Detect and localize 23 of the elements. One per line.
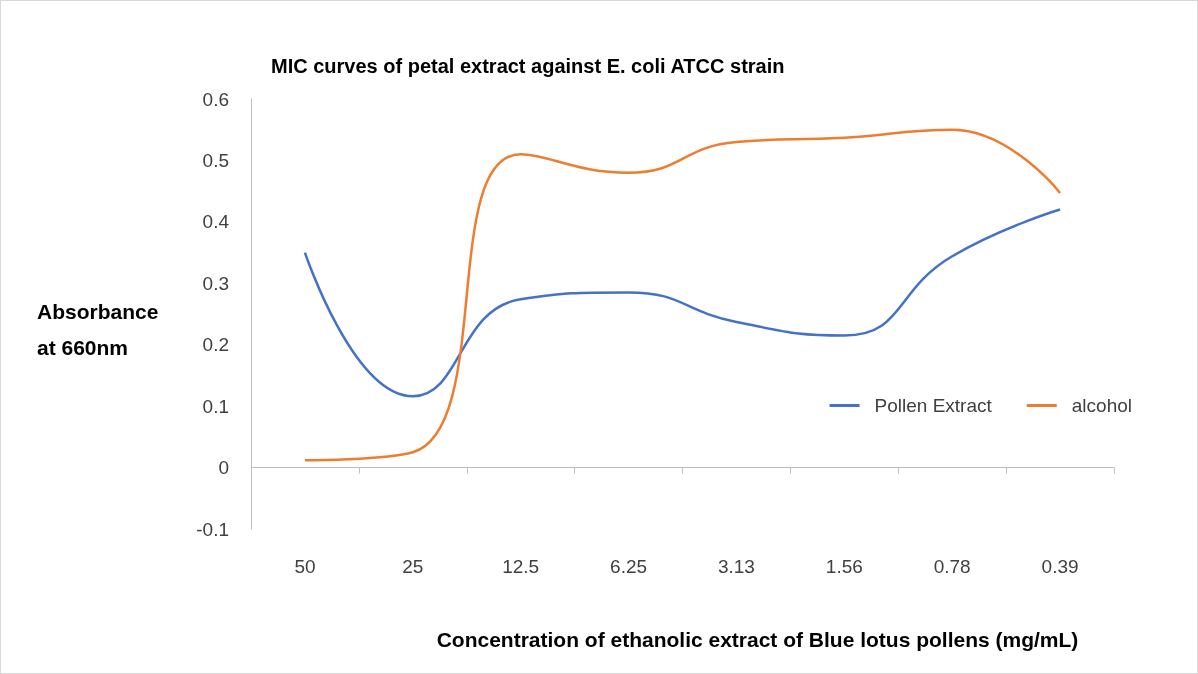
y-tick-label: 0.2 — [202, 334, 229, 356]
x-tick-label: 0.78 — [933, 556, 971, 577]
x-tick-label: 6.25 — [610, 556, 648, 577]
x-axis-title: Concentration of ethanolic extract of Blue lotus pollens (mg/mL) — [436, 628, 1079, 651]
chart-title: MIC curves of petal extract against E. coli ATCC strain — [271, 55, 785, 77]
legend-label: Pollen Extract — [874, 395, 993, 416]
x-tick-label: 12.5 — [502, 556, 540, 577]
y-tick-label: 0.1 — [202, 395, 229, 417]
y-tick-label: 0.4 — [202, 211, 230, 233]
line-series — [303, 128, 1062, 462]
x-tick-label: 3.13 — [717, 556, 755, 577]
legend-label: alcohol — [1071, 395, 1133, 416]
line-series — [303, 208, 1062, 398]
y-tick-label: 0.5 — [202, 149, 229, 171]
y-tick-label: 0.3 — [202, 272, 229, 294]
x-tick-label: 0.39 — [1041, 556, 1079, 577]
y-tick-label: -0.1 — [196, 518, 229, 540]
y-axis-title: Absorbance at 660nm — [37, 299, 159, 359]
x-tick-label: 50 — [294, 556, 316, 577]
x-tick-label: 1.56 — [825, 556, 863, 577]
y-tick-label: 0 — [218, 457, 229, 479]
x-tick-label: 25 — [402, 556, 424, 577]
y-tick-label: 0.6 — [202, 88, 229, 110]
